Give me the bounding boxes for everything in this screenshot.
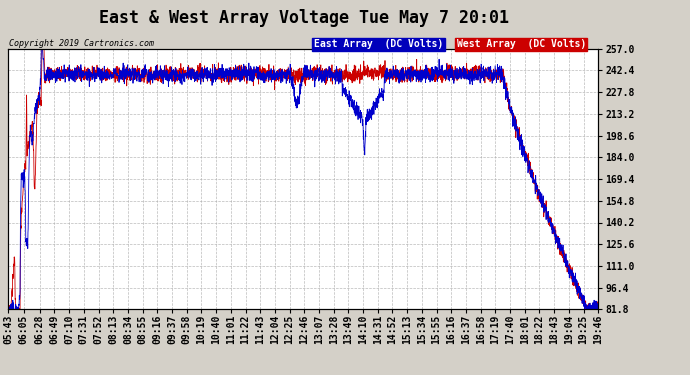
Text: Copyright 2019 Cartronics.com: Copyright 2019 Cartronics.com	[9, 39, 154, 48]
Text: East & West Array Voltage Tue May 7 20:01: East & West Array Voltage Tue May 7 20:0…	[99, 9, 509, 27]
Text: East Array  (DC Volts): East Array (DC Volts)	[314, 39, 443, 50]
Text: West Array  (DC Volts): West Array (DC Volts)	[457, 39, 586, 50]
